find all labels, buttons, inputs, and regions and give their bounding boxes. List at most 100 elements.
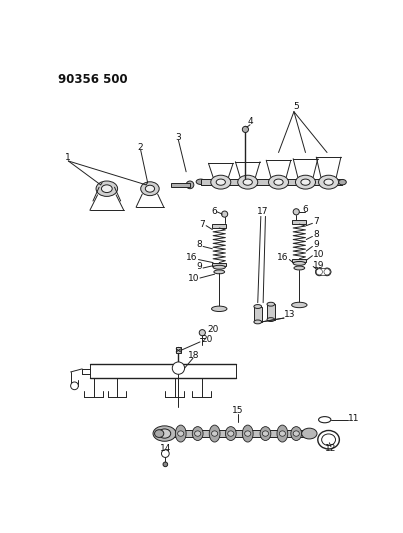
Text: 10: 10: [313, 249, 325, 259]
Bar: [293, 259, 306, 262]
Text: 11: 11: [348, 414, 359, 423]
Ellipse shape: [277, 425, 288, 442]
Ellipse shape: [260, 426, 271, 440]
Ellipse shape: [228, 431, 234, 436]
Text: 20: 20: [202, 335, 213, 344]
Bar: [176, 348, 181, 353]
Circle shape: [316, 269, 322, 275]
Ellipse shape: [212, 431, 218, 436]
Ellipse shape: [339, 180, 346, 185]
Bar: [201, 180, 343, 185]
Ellipse shape: [141, 182, 159, 196]
Text: 9: 9: [313, 240, 319, 249]
Ellipse shape: [242, 425, 253, 442]
Ellipse shape: [238, 175, 258, 189]
Ellipse shape: [318, 431, 339, 449]
Text: 3: 3: [176, 133, 181, 142]
Text: 13: 13: [284, 310, 295, 319]
Text: 12: 12: [325, 445, 337, 454]
Ellipse shape: [301, 179, 310, 185]
Ellipse shape: [192, 426, 203, 440]
Ellipse shape: [262, 431, 268, 436]
Ellipse shape: [209, 425, 220, 442]
Ellipse shape: [216, 179, 225, 185]
Text: 14: 14: [160, 445, 171, 454]
Ellipse shape: [96, 181, 118, 196]
Ellipse shape: [322, 434, 336, 446]
Circle shape: [71, 382, 78, 390]
Ellipse shape: [319, 175, 339, 189]
Circle shape: [186, 181, 194, 189]
Text: 18: 18: [188, 351, 199, 360]
Ellipse shape: [178, 431, 184, 436]
Ellipse shape: [324, 179, 333, 185]
Text: 1: 1: [65, 154, 71, 163]
Text: 7: 7: [313, 216, 319, 225]
Ellipse shape: [211, 175, 231, 189]
Bar: [254, 306, 262, 322]
Text: 16: 16: [186, 254, 198, 262]
Text: 17: 17: [258, 207, 269, 216]
Ellipse shape: [267, 302, 275, 306]
Ellipse shape: [158, 429, 171, 438]
Circle shape: [199, 329, 206, 336]
Circle shape: [323, 268, 331, 276]
Text: 16: 16: [277, 254, 289, 262]
Ellipse shape: [243, 179, 252, 185]
Text: 8: 8: [313, 230, 319, 239]
Text: 6: 6: [303, 205, 308, 214]
Ellipse shape: [279, 431, 285, 436]
Ellipse shape: [274, 179, 283, 185]
Text: 2: 2: [137, 143, 143, 151]
Bar: [212, 224, 226, 228]
Ellipse shape: [268, 175, 289, 189]
Ellipse shape: [292, 302, 307, 308]
Text: 4: 4: [247, 117, 253, 126]
Ellipse shape: [293, 431, 299, 436]
Ellipse shape: [225, 426, 236, 440]
Bar: [171, 182, 190, 187]
Circle shape: [163, 462, 168, 467]
Ellipse shape: [214, 270, 224, 274]
Text: 20: 20: [207, 325, 218, 334]
Ellipse shape: [175, 425, 186, 442]
Text: 7: 7: [199, 220, 206, 229]
Ellipse shape: [245, 431, 251, 436]
Ellipse shape: [155, 430, 164, 438]
Text: 6: 6: [211, 207, 217, 216]
Ellipse shape: [294, 266, 305, 270]
Circle shape: [242, 126, 249, 133]
Text: 8: 8: [197, 240, 202, 249]
Circle shape: [162, 450, 169, 457]
Ellipse shape: [212, 306, 227, 311]
Ellipse shape: [267, 318, 275, 321]
Ellipse shape: [301, 428, 317, 439]
Circle shape: [316, 268, 323, 276]
Bar: [212, 263, 226, 265]
Bar: [267, 304, 275, 320]
Text: 10: 10: [188, 273, 199, 282]
Ellipse shape: [254, 320, 262, 324]
Ellipse shape: [291, 426, 301, 440]
Ellipse shape: [153, 426, 176, 441]
Text: 9: 9: [197, 262, 202, 271]
Circle shape: [222, 211, 228, 217]
Ellipse shape: [195, 431, 201, 436]
Ellipse shape: [213, 265, 225, 269]
Circle shape: [293, 209, 299, 215]
Ellipse shape: [319, 417, 331, 423]
Ellipse shape: [293, 262, 305, 265]
Ellipse shape: [295, 175, 316, 189]
Ellipse shape: [316, 269, 331, 276]
Circle shape: [172, 362, 185, 374]
Ellipse shape: [145, 185, 155, 192]
Bar: [167, 430, 310, 438]
Ellipse shape: [196, 179, 206, 184]
Circle shape: [324, 269, 330, 275]
Text: 5: 5: [293, 102, 299, 111]
Text: 19: 19: [313, 261, 325, 270]
Text: 90356 500: 90356 500: [58, 73, 127, 86]
Ellipse shape: [254, 304, 262, 309]
Bar: [293, 220, 306, 224]
Text: 15: 15: [232, 406, 243, 415]
